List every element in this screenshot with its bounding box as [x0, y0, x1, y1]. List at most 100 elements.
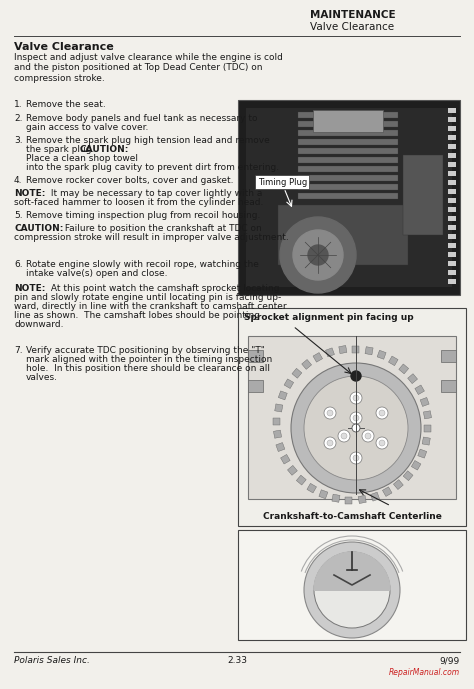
Bar: [441, 350, 456, 362]
Text: Failure to position the crankshaft at TDC on: Failure to position the crankshaft at TD…: [62, 224, 262, 233]
Bar: [448, 198, 456, 203]
Text: pin and slowly rotate engine until locating pin is facing up-: pin and slowly rotate engine until locat…: [14, 293, 281, 302]
Circle shape: [350, 392, 362, 404]
Bar: [278, 391, 287, 400]
Circle shape: [280, 217, 356, 293]
Text: line as shown.  The camshaft lobes should be pointing: line as shown. The camshaft lobes should…: [14, 311, 260, 320]
Bar: [358, 495, 366, 504]
Text: the spark plug.: the spark plug.: [26, 145, 97, 154]
Circle shape: [314, 552, 390, 628]
Text: CAUTION:: CAUTION:: [80, 145, 129, 154]
Bar: [448, 171, 456, 176]
Text: mark aligned with the pointer in the timing inspection: mark aligned with the pointer in the tim…: [26, 355, 272, 364]
Bar: [276, 442, 285, 451]
Bar: [278, 205, 408, 265]
Text: 7.: 7.: [14, 346, 23, 355]
Text: into the spark plug cavity to prevent dirt from entering.: into the spark plug cavity to prevent di…: [26, 163, 279, 172]
Circle shape: [362, 430, 374, 442]
Text: Crankshaft-to-Camshaft Centerline: Crankshaft-to-Camshaft Centerline: [263, 512, 441, 521]
Circle shape: [324, 407, 336, 419]
Text: Place a clean shop towel: Place a clean shop towel: [26, 154, 138, 163]
Text: Remove timing inspection plug from recoil housing.: Remove timing inspection plug from recoi…: [26, 211, 260, 220]
Text: 6.: 6.: [14, 260, 23, 269]
Bar: [353, 345, 359, 353]
Text: Remove body panels and fuel tank as necessary to: Remove body panels and fuel tank as nece…: [26, 114, 257, 123]
Text: gain access to valve cover.: gain access to valve cover.: [26, 123, 148, 132]
Bar: [238, 308, 466, 526]
Text: NOTE:: NOTE:: [14, 189, 46, 198]
Bar: [298, 184, 398, 190]
Text: NOTE:: NOTE:: [14, 284, 46, 293]
Bar: [448, 135, 456, 140]
Text: 9/99: 9/99: [440, 656, 460, 665]
Bar: [273, 418, 281, 424]
Bar: [319, 490, 328, 499]
Text: valves.: valves.: [26, 373, 58, 382]
Text: Remove the seat.: Remove the seat.: [26, 100, 106, 109]
Circle shape: [352, 424, 360, 432]
Bar: [298, 193, 398, 199]
Bar: [284, 379, 294, 389]
Bar: [448, 189, 456, 194]
Text: 5.: 5.: [14, 211, 23, 220]
Bar: [248, 350, 263, 362]
Text: Rotate engine slowly with recoil rope, watching the: Rotate engine slowly with recoil rope, w…: [26, 260, 259, 269]
Bar: [448, 261, 456, 266]
Circle shape: [353, 395, 359, 401]
Bar: [389, 356, 398, 366]
Bar: [448, 108, 456, 113]
Bar: [403, 471, 413, 481]
Circle shape: [327, 440, 333, 446]
FancyBboxPatch shape: [255, 175, 309, 189]
Bar: [346, 497, 353, 504]
Bar: [448, 180, 456, 185]
Circle shape: [350, 412, 362, 424]
Circle shape: [379, 410, 385, 416]
Text: 4.: 4.: [14, 176, 22, 185]
Bar: [296, 475, 306, 485]
Bar: [365, 347, 373, 355]
Bar: [448, 252, 456, 257]
Text: Sprocket alignment pin facing up: Sprocket alignment pin facing up: [244, 313, 414, 322]
Bar: [448, 243, 456, 248]
Bar: [393, 480, 403, 489]
Text: Polaris Sales Inc.: Polaris Sales Inc.: [14, 656, 90, 665]
Bar: [441, 380, 456, 392]
Bar: [298, 130, 398, 136]
Bar: [448, 216, 456, 221]
Text: 1.: 1.: [14, 100, 23, 109]
Text: Valve Clearance: Valve Clearance: [14, 42, 114, 52]
Text: It may be necessary to tap cover lightly with a: It may be necessary to tap cover lightly…: [48, 189, 263, 198]
Bar: [448, 162, 456, 167]
Bar: [383, 487, 392, 496]
Bar: [403, 155, 443, 235]
Bar: [423, 411, 431, 419]
Bar: [448, 126, 456, 131]
Text: MAINTENANCE: MAINTENANCE: [310, 10, 396, 20]
Circle shape: [350, 452, 362, 464]
Circle shape: [351, 371, 361, 381]
Bar: [448, 270, 456, 275]
Text: Verify accurate TDC positioning by observing the "T": Verify accurate TDC positioning by obser…: [26, 346, 265, 355]
Bar: [298, 121, 398, 127]
Circle shape: [376, 407, 388, 419]
Circle shape: [324, 437, 336, 449]
Bar: [298, 148, 398, 154]
Bar: [298, 166, 398, 172]
Bar: [275, 404, 283, 412]
Bar: [298, 175, 398, 181]
Text: ward, directly in line with the crankshaft to camshaft center: ward, directly in line with the cranksha…: [14, 302, 287, 311]
Bar: [326, 348, 335, 357]
Bar: [238, 530, 466, 640]
Bar: [420, 398, 429, 407]
Bar: [448, 117, 456, 122]
Bar: [332, 494, 340, 502]
Text: Valve Clearance: Valve Clearance: [310, 22, 394, 32]
Circle shape: [365, 433, 371, 439]
Circle shape: [304, 376, 408, 480]
Bar: [371, 492, 380, 501]
Bar: [313, 353, 323, 362]
Bar: [448, 225, 456, 230]
Bar: [425, 424, 431, 431]
Bar: [248, 336, 456, 499]
